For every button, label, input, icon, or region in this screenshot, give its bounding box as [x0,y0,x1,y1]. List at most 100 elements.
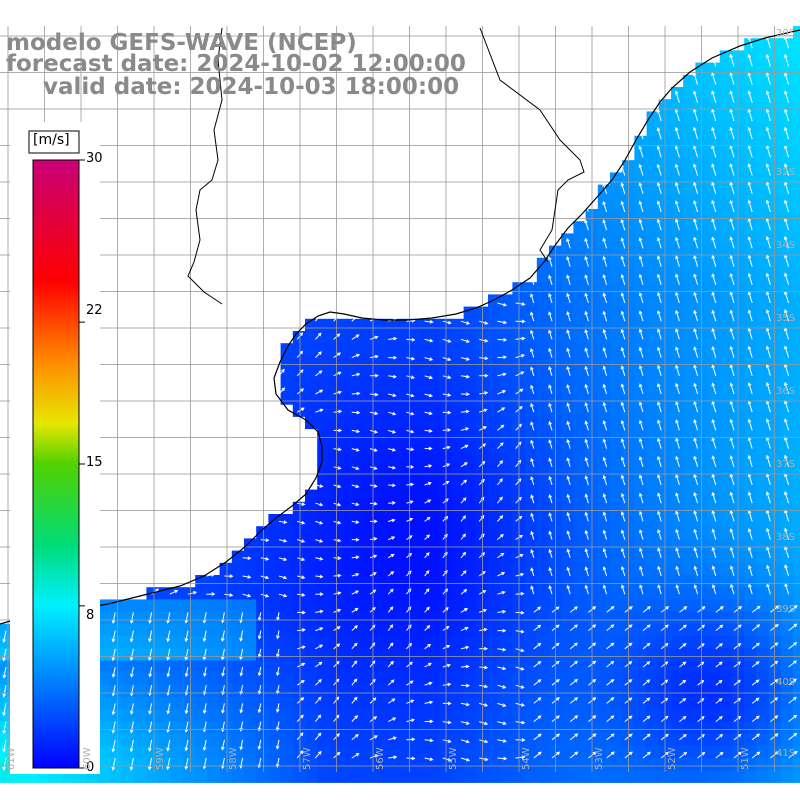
wind-arrow [184,757,189,770]
wind-arrow [530,512,535,522]
wind-arrow [515,354,526,359]
wind-arrow [602,438,608,449]
coastline-path [0,29,800,625]
wind-arrow [530,329,535,340]
wind-arrow [530,494,535,504]
wind-arrow [221,739,225,751]
wind-arrow [693,546,699,558]
wind-arrow [424,338,434,343]
wind-arrow [169,589,179,595]
wind-arrow [166,757,171,771]
wind-arrow [765,418,771,431]
wind-arrow [351,572,360,577]
wind-arrow [166,648,171,661]
wind-arrow [203,666,207,678]
wind-arrow [584,420,589,431]
wind-arrow [674,163,680,176]
wind-arrow [278,520,288,524]
wind-arrow [657,584,662,595]
wind-arrow [515,336,526,341]
wind-arrow [660,661,669,668]
wind-arrow [638,273,644,285]
wind-arrow [788,678,797,686]
wind-arrow [315,627,324,632]
wind-arrow [479,665,489,670]
wind-arrow [315,539,324,543]
wind-arrow [733,733,742,741]
wind-arrow [130,666,134,678]
wind-arrow [460,721,470,725]
wind-arrow [387,571,395,577]
wind-arrow [497,460,504,468]
wind-arrow [221,703,225,714]
wind-arrow [569,697,579,704]
colorbar-unit: [m/s] [33,132,70,148]
wind-arrow [788,623,798,631]
wind-arrow [729,382,735,395]
wind-arrow [675,218,680,231]
wind-arrow [639,584,644,595]
wind-arrow [675,584,680,595]
wind-arrow [620,529,626,540]
wind-arrow [297,557,306,561]
wind-arrow [639,510,644,522]
wind-arrow [388,374,397,379]
lon-label: 60W [82,747,93,770]
wind-arrow [620,237,626,249]
wind-arrow [747,126,753,140]
wind-arrow [784,490,790,504]
wind-arrow [515,684,525,689]
wind-arrow [657,474,662,486]
wind-arrow [129,757,134,771]
wind-arrow [260,538,270,543]
wind-arrow [424,464,433,468]
wind-arrow [388,448,397,452]
wind-arrow [166,703,171,715]
wind-arrow [660,715,669,722]
wind-arrow [656,108,662,122]
wind-arrow [693,418,699,431]
wind-arrow [729,90,735,103]
wind-arrow [242,556,252,561]
wind-arrow [442,701,452,706]
wind-arrow [693,510,699,522]
wind-arrow [111,757,116,771]
wind-arrow [657,547,662,558]
wind-arrow [674,108,680,122]
wind-arrow [148,721,153,734]
wind-arrow [693,199,699,213]
wind-arrow [2,630,7,644]
wind-arrow [166,666,171,678]
wind-arrow [729,53,735,67]
wind-arrow [566,274,571,285]
wind-arrow [424,700,434,705]
wind-arrow [569,606,578,613]
wind-arrow [711,400,717,413]
wind-arrow [278,593,288,598]
wind-arrow [460,357,471,361]
wind-arrow [602,493,608,504]
wind-direction-arrows [2,35,798,771]
wind-arrow [460,338,471,343]
wind-arrow [351,502,360,507]
wind-arrow [497,739,507,743]
wind-speed-field [0,26,800,783]
wind-arrow [715,606,724,613]
wind-arrow [515,666,525,671]
wind-arrow [148,630,153,643]
wind-arrow [315,502,324,507]
wind-arrow [369,754,379,759]
wind-arrow [351,555,360,560]
wind-arrow [638,292,644,304]
wind-arrow [569,660,579,668]
wind-arrow [656,237,662,249]
wind-arrow [584,347,589,358]
wind-arrow [497,572,506,577]
wind-arrow [566,475,571,486]
wind-arrow [770,679,779,686]
wind-arrow [751,751,761,759]
wind-arrow [351,696,358,704]
wind-arrow [584,255,589,267]
wind-arrow [202,648,207,661]
wind-arrow [729,565,735,577]
